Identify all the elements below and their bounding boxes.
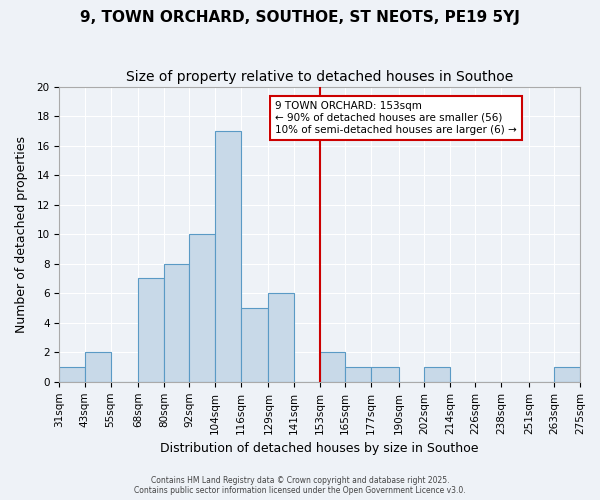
Bar bbox=[241, 308, 268, 382]
Bar bbox=[138, 278, 164, 382]
Bar bbox=[85, 352, 110, 382]
Bar bbox=[345, 367, 371, 382]
Bar bbox=[59, 367, 85, 382]
Text: Contains HM Land Registry data © Crown copyright and database right 2025.
Contai: Contains HM Land Registry data © Crown c… bbox=[134, 476, 466, 495]
Bar bbox=[424, 367, 450, 382]
Text: 9 TOWN ORCHARD: 153sqm
← 90% of detached houses are smaller (56)
10% of semi-det: 9 TOWN ORCHARD: 153sqm ← 90% of detached… bbox=[275, 102, 517, 134]
Text: 9, TOWN ORCHARD, SOUTHOE, ST NEOTS, PE19 5YJ: 9, TOWN ORCHARD, SOUTHOE, ST NEOTS, PE19… bbox=[80, 10, 520, 25]
Bar bbox=[320, 352, 345, 382]
Bar bbox=[164, 264, 190, 382]
Bar bbox=[554, 367, 580, 382]
Title: Size of property relative to detached houses in Southoe: Size of property relative to detached ho… bbox=[126, 70, 513, 84]
X-axis label: Distribution of detached houses by size in Southoe: Distribution of detached houses by size … bbox=[160, 442, 479, 455]
Bar bbox=[268, 293, 294, 382]
Bar bbox=[190, 234, 215, 382]
Y-axis label: Number of detached properties: Number of detached properties bbox=[15, 136, 28, 332]
Bar bbox=[215, 131, 241, 382]
Bar bbox=[371, 367, 398, 382]
